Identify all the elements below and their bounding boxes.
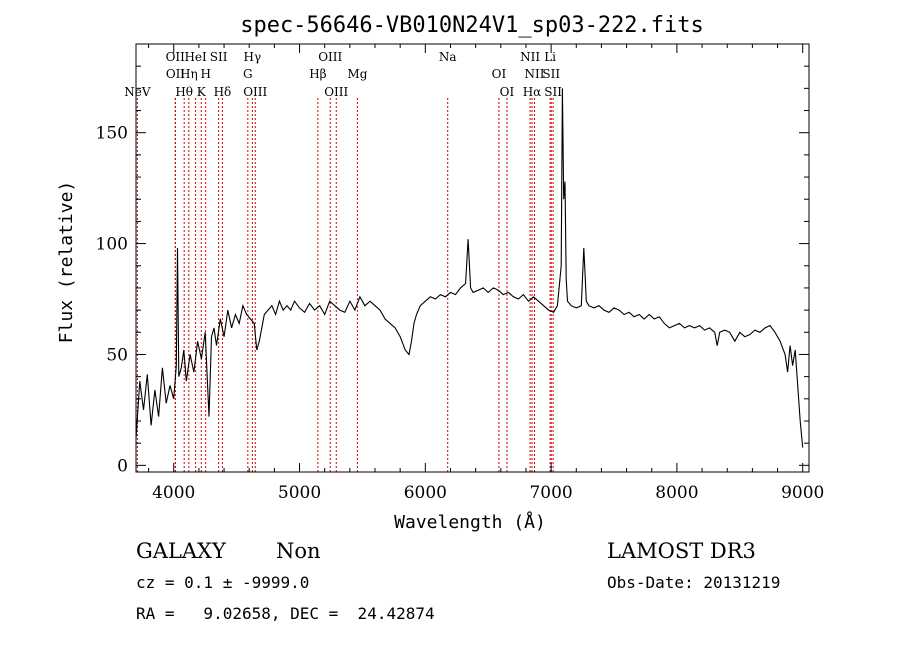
x-tick-label: 4000 <box>152 483 195 503</box>
emission-line-label: NII <box>520 50 540 64</box>
emission-line-label: Hδ <box>214 85 232 99</box>
emission-line-label: NeV <box>124 85 151 99</box>
y-tick-label: 150 <box>96 124 128 144</box>
emission-line-label: H <box>200 67 210 81</box>
x-tick-label: 6000 <box>404 483 447 503</box>
emission-line-label: SII <box>544 85 562 99</box>
y-tick-label: 50 <box>106 345 128 365</box>
x-axis-ticks: 4000 5000 6000 7000 8000 9000 <box>148 44 824 503</box>
plot-frame <box>135 43 810 473</box>
cz-value: cz = 0.1 ± -9999.0 <box>136 573 309 592</box>
y-tick-label: 100 <box>96 235 128 255</box>
spectrum-line <box>135 88 804 448</box>
object-class: GALAXY <box>136 539 227 563</box>
emission-line-label: NII <box>525 67 545 81</box>
emission-line-label: K <box>197 85 207 99</box>
emission-line-label: Mg <box>347 67 367 81</box>
emission-line-label: OIII <box>243 85 267 99</box>
emission-line-label: OII <box>166 50 186 64</box>
emission-line-label: SII <box>210 50 228 64</box>
ra-dec: RA = 9.02658, DEC = 24.42874 <box>136 604 435 623</box>
emission-line-markers <box>136 98 554 472</box>
x-axis-label: Wavelength (Å) <box>394 511 546 533</box>
emission-line-label: Hθ <box>175 85 193 99</box>
emission-line-labels: NeV OII OII Hθ Hη HeI KH Hδ SII Hγ G OIII Hβ OIII OIII… <box>124 50 562 99</box>
x-tick-label: 8000 <box>655 483 698 503</box>
x-tick-label: 7000 <box>529 483 572 503</box>
y-axis-ticks: 0 50 100 150 <box>96 65 809 476</box>
emission-line-label: OIII <box>318 50 342 64</box>
x-tick-label: 9000 <box>781 483 824 503</box>
x-tick-label: 5000 <box>278 483 321 503</box>
emission-line-label: SII <box>542 67 560 81</box>
emission-line-label: Hη <box>180 67 198 81</box>
chart-title: spec-56646-VB010N24V1_sp03-222.fits <box>240 13 704 38</box>
emission-line-label: OII <box>166 67 186 81</box>
emission-line-label: Hα <box>523 85 542 99</box>
emission-line-label: Na <box>439 50 457 64</box>
survey-name: LAMOST DR3 <box>607 539 756 563</box>
y-tick-label: 0 <box>117 456 128 476</box>
emission-line-label: OIII <box>324 85 348 99</box>
emission-line-label: OI <box>500 85 515 99</box>
object-subclass: Non <box>276 539 321 563</box>
emission-line-label: Hγ <box>244 50 262 64</box>
emission-line-label: HeI <box>184 50 207 64</box>
emission-line-label: G <box>243 67 253 81</box>
emission-line-label: Li <box>544 50 556 64</box>
emission-line-label: Hβ <box>309 67 326 81</box>
emission-line-label: OI <box>492 67 507 81</box>
obs-date: Obs-Date: 20131219 <box>607 573 780 592</box>
y-axis-label: Flux (relative) <box>56 181 77 344</box>
